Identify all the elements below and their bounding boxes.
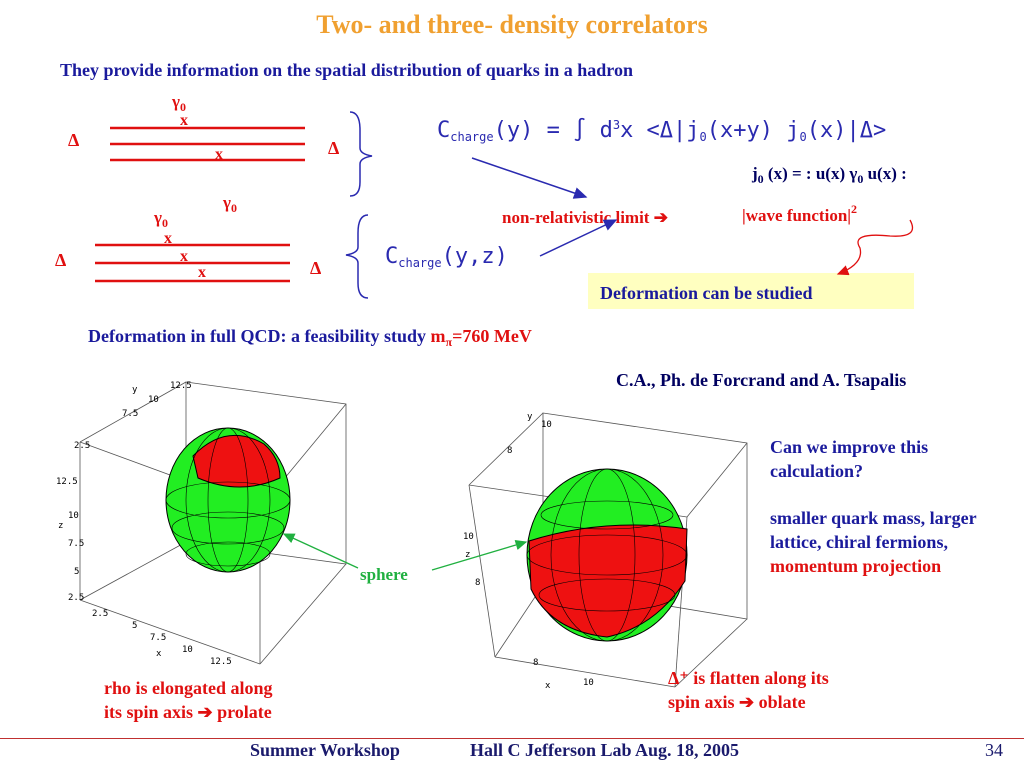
rho-density-plot: 12.5 10 7.5 2.5 y 12.5 10 7.5 5 2.5 z 2.… xyxy=(56,381,347,667)
arrow-three-to-limit xyxy=(539,219,618,257)
formula-arrows xyxy=(471,157,914,276)
gamma-three: γ0 xyxy=(154,208,168,230)
left-z-tick-2: 10 xyxy=(68,511,79,521)
authors: C.A., Ph. de Forcrand and A. Tsapalis xyxy=(616,370,907,390)
two-density-formula: Ccharge(y) = ∫ d3x <Δ|j0(x+y) j0(x)|Δ> xyxy=(437,118,887,144)
arrow-sphere-left xyxy=(282,533,359,569)
gamma-bottom: γ0 xyxy=(223,193,237,215)
nonrel-limit-label: non-relativistic limit ➔ xyxy=(502,208,668,227)
left-x-tick-4: 10 xyxy=(182,645,193,655)
sphere-label: sphere xyxy=(360,565,408,584)
page-number: 34 xyxy=(985,740,1003,760)
left-axis-x: x xyxy=(156,649,162,659)
footer-workshop: Summer Workshop xyxy=(250,740,400,760)
brace-top xyxy=(349,111,373,197)
feasibility-line: Deformation in full QCD: a feasibility s… xyxy=(88,326,532,349)
rho-sphere-red-cap xyxy=(192,434,281,488)
right-tick-2: 8 xyxy=(507,446,512,456)
delta-sphere-red-band xyxy=(528,524,688,638)
arrow-wave-to-deformation xyxy=(836,219,914,276)
vertex-x3: x xyxy=(164,230,172,247)
brace-bottom xyxy=(345,214,369,299)
left-z-tick-4: 5 xyxy=(74,567,79,577)
deformation-highlight-box xyxy=(588,273,914,309)
delta-bottom-left: Δ xyxy=(55,250,67,270)
delta-caption: Δ⁺ is flatten along its spin axis ➔ oblat… xyxy=(668,668,829,712)
vertex-x1: x xyxy=(180,112,188,129)
right-tick-1: 10 xyxy=(541,420,552,430)
right-x-tick-1: 8 xyxy=(533,658,538,668)
rho-caption: rho is elongated along its spin axis ➔ pr… xyxy=(104,678,273,722)
three-density-diagram xyxy=(95,214,369,299)
right-z-tick-1: 10 xyxy=(463,532,474,542)
right-axis-y: y xyxy=(527,412,533,422)
left-tick-4: 2.5 xyxy=(74,441,90,451)
right-axis-z: z xyxy=(465,550,470,560)
footer-venue: Hall C Jefferson Lab Aug. 18, 2005 xyxy=(470,740,740,760)
improvements-list: smaller quark mass, larger lattice, chir… xyxy=(770,508,977,576)
arrow-sphere-right xyxy=(431,539,528,571)
slide-subtitle: They provide information on the spatial … xyxy=(60,60,633,80)
vertex-x4: x xyxy=(180,248,188,265)
slide-title: Two- and three- density correlators xyxy=(316,10,708,39)
arrow-two-to-limit xyxy=(471,157,588,199)
delta-top-right: Δ xyxy=(328,138,340,158)
left-z-tick-5: 2.5 xyxy=(68,593,84,603)
gamma-top: γ0 xyxy=(172,92,186,114)
vertex-x2: x xyxy=(215,146,223,163)
sphere-arrows xyxy=(282,533,528,571)
left-tick-3: 7.5 xyxy=(122,409,138,419)
two-density-diagram xyxy=(110,111,373,197)
left-axis-y: y xyxy=(132,385,138,395)
delta-top-left: Δ xyxy=(68,130,80,150)
left-z-tick-3: 7.5 xyxy=(68,539,84,549)
three-density-formula: Ccharge(y,z) xyxy=(385,244,508,270)
left-tick-2: 10 xyxy=(148,395,159,405)
footer-rule xyxy=(0,738,1024,739)
delta-bottom-right: Δ xyxy=(310,258,322,278)
left-z-tick-1: 12.5 xyxy=(56,477,78,487)
wave-function-label: |wave function|2 xyxy=(742,202,858,225)
right-z-tick-2: 8 xyxy=(475,578,480,588)
improve-question: Can we improve this calculation? xyxy=(770,437,929,481)
left-tick-1: 12.5 xyxy=(170,381,192,391)
left-x-tick-5: 12.5 xyxy=(210,657,232,667)
delta-density-plot: y 10 8 10 z 8 8 10 x xyxy=(463,412,748,690)
left-axis-z: z xyxy=(58,521,63,531)
vertex-x5: x xyxy=(198,264,206,281)
right-x-tick-2: 10 xyxy=(583,678,594,688)
deformation-studied: Deformation can be studied xyxy=(600,283,813,303)
right-axis-x: x xyxy=(545,681,551,690)
left-x-tick-3: 7.5 xyxy=(150,633,166,643)
left-x-tick-1: 2.5 xyxy=(92,609,108,619)
current-definition: j0 (x) = : u(x) γ0 u(x) : xyxy=(752,164,907,186)
left-x-tick-2: 5 xyxy=(132,621,137,631)
